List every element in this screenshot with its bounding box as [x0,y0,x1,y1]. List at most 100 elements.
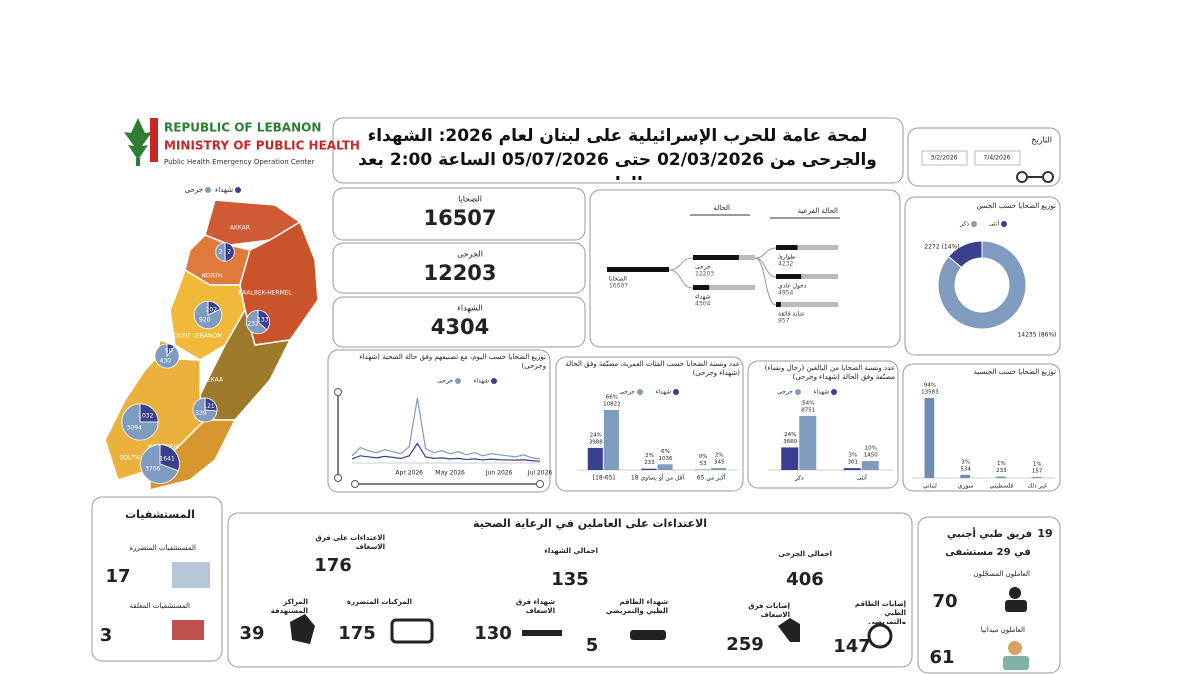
pie-label: 202 [206,306,218,313]
tree-link [668,269,694,289]
pie-label: 3706 [145,465,160,472]
chart-title: توزيع الضحايا حسب الجنسية [973,368,1056,376]
slider-handle[interactable] [1016,171,1028,183]
bar [657,464,673,470]
legend-swatch [971,221,977,227]
percent-label: 94% [924,383,936,389]
tree-value: 4232 [778,261,793,268]
stat-value: 39 [239,623,264,644]
tree-link [668,257,694,271]
chart-title: عدد ونسبة الضحايا حسب الفئات العمرية، مص… [565,360,740,377]
slider-handle[interactable] [351,480,359,488]
percent-label: 54% [802,401,814,407]
slider-handle[interactable] [334,474,342,482]
chart-title: توزيع الضحايا حسب الجنس [977,202,1056,210]
stat-label: شهداء الطاقم الطبي والتمريضي [605,598,668,615]
tree-link [754,247,777,259]
tree-label: شهداء [695,294,710,301]
date-input[interactable] [974,150,1021,166]
x-tick-label: لبناني [923,483,937,490]
legend-swatch [637,389,643,395]
stat-label: في 29 مستشفى [945,547,1031,558]
pie-label: 339 [195,410,207,417]
date-input[interactable] [921,150,968,166]
tree-value: 4304 [695,301,710,308]
percent-label: 1% [997,461,1006,467]
pie-slice [159,444,180,472]
chart-title: توزيع الضحايا حسب اليوم، مع تصنيفهم وفق … [359,353,546,370]
kpi-value: 4304 [431,315,489,339]
dashboard-title: لمحة عامة للحرب الإسرائيلية على لبنان لع… [358,126,877,180]
data-label: 14235 (86%) [1017,332,1056,339]
legend-label: شهداء [656,389,671,396]
data-label: 8751 [801,408,815,414]
kpi-panel [332,187,586,241]
bar [1031,477,1042,478]
stat-label: المراكز المستهدفة [270,598,308,615]
data-label: 233 [996,468,1007,474]
line [351,397,541,460]
stat-label: إصابات فرق الاسعاف [748,602,790,619]
pie-slice [193,300,223,330]
data-label: 13583 [921,390,939,396]
dashboard-title: لمحة عامة للحرب الإسرائيلية على لبنان لع… [358,126,877,180]
tree-track [776,302,838,307]
percent-label: 24% [590,432,602,438]
pie-label: 1032 [138,413,153,420]
data-label: 1450 [864,453,878,459]
label: 3/2/2026 [931,155,958,162]
stat-value: 5 [586,635,599,656]
region-label: AKKAR [230,225,250,232]
pie-slice [121,403,159,441]
pie-label: 2 [227,249,231,256]
region-label: SOUTH [119,455,140,462]
stat-label: اجمالي الشهداء [544,547,598,555]
slider-handle[interactable] [536,480,544,488]
x-tick-label: May 2026 [435,470,465,477]
stat-label: الاعتداءات على فرق الاسعاف [315,534,386,551]
legend-swatch [491,378,497,384]
logo [124,118,152,166]
stat-label: فريق طبي أجنبي [947,527,1032,540]
stat-label: العاملون ميدانيا [981,626,1025,634]
slider-handle[interactable] [334,388,342,396]
bar [711,468,727,470]
tree-label: الضحايا [609,276,627,283]
legend-swatch [673,389,679,395]
pie-slice [215,242,226,262]
section-title: الاعتداءات على العاملين في الرعاية الصحي… [473,517,707,530]
pie-slice [257,309,271,331]
stat-label: شهداء فرق الاسعاف [516,598,555,615]
chart-title: توزيع الضحايا حسب الجنسية [973,368,1056,376]
pie-label: 50 [165,347,173,354]
kpi-value: 16507 [423,206,496,230]
data-label: 233 [644,460,655,466]
bar [603,410,619,470]
stat-label: شهداء الطاقم الطبي والتمريضي [605,598,668,615]
label: التاريخ [1031,136,1052,145]
legend-label: شهداء [215,186,233,194]
tree-label: طوارئ [778,254,795,261]
legend-label: ذكر [959,221,969,228]
title-panel [332,117,904,184]
tree-value: 12203 [695,271,714,278]
legend-swatch [1001,221,1007,227]
x-tick-label: غير ذلك [1027,483,1047,490]
chart-title: عدد ونسبة الضحايا من البالغين (رجال ونسا… [764,364,895,381]
legend-label: أنثى [989,220,999,228]
data-label: 53 [700,461,707,467]
slider-handle[interactable] [1042,171,1054,183]
legend-swatch [831,389,837,395]
x-tick-label: أكبر من 65 [697,474,726,482]
logo-text: REPUBLIC OF LEBANON [164,121,321,135]
pie-label: 2 [219,249,223,256]
region-label: MOUNT LEBANON [168,333,221,340]
tree-track [776,245,838,250]
percent-label: 24% [784,432,796,438]
legend-label: جرحى [619,389,635,396]
pie-label: 1641 [160,456,175,463]
pie-label: 430 [160,358,172,365]
stat-value: 130 [474,623,512,644]
stat-value: 176 [314,555,352,576]
tree-track [776,274,838,279]
